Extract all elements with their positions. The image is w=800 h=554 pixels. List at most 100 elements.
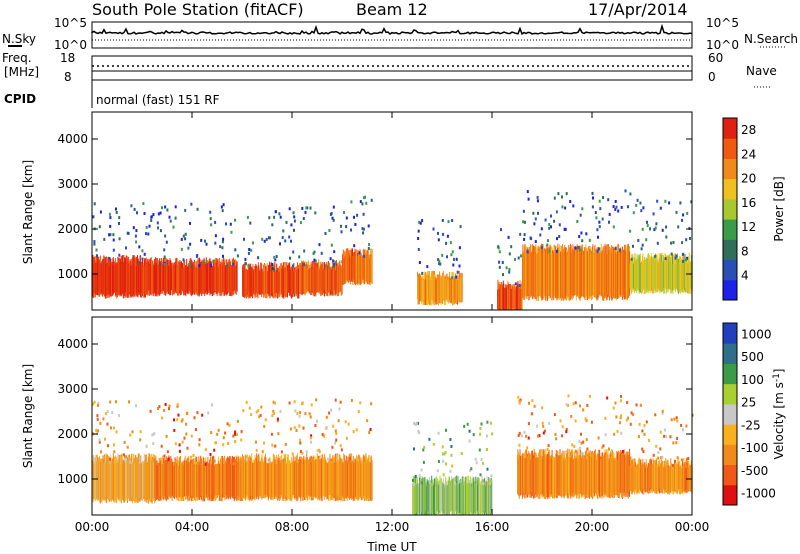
colorbar-tick-label: 12: [741, 220, 756, 234]
data-cell: [151, 433, 154, 437]
data-cell: [557, 192, 560, 196]
freq-tick-high: 18: [60, 51, 75, 65]
data-cell: [546, 447, 549, 451]
data-cell: [453, 257, 455, 261]
data-cell: [226, 264, 229, 268]
data-cell: [614, 401, 617, 405]
data-cell: [198, 443, 201, 447]
data-cell: [99, 210, 102, 214]
data-cell: [134, 234, 137, 238]
data-cell: [282, 229, 285, 233]
data-cell: [627, 205, 629, 209]
data-cell: [210, 431, 213, 435]
data-cell: [543, 429, 546, 433]
data-cell: [421, 219, 424, 223]
data-cell: [264, 418, 267, 422]
data-cell: [279, 242, 281, 246]
data-cell: [574, 401, 577, 405]
nave-tick-low: 0: [708, 70, 716, 84]
data-cell: [164, 234, 167, 238]
data-cell: [353, 215, 355, 219]
data-cell: [150, 215, 153, 219]
data-cell: [451, 250, 454, 254]
data-cell: [361, 227, 364, 231]
data-cell: [581, 207, 584, 211]
freq-panel-frame: [91, 55, 693, 81]
colorbar-segment: [723, 403, 737, 425]
power-y-axis: 1000 2000 3000 4000: [57, 132, 692, 281]
colorbar-tick-label: 20: [741, 172, 756, 186]
data-cell: [115, 211, 118, 214]
x-tick-label: 04:00: [175, 520, 210, 534]
data-cell: [190, 264, 193, 268]
data-cell: [301, 451, 304, 455]
data-cell: [284, 239, 287, 243]
data-cell: [579, 446, 581, 450]
data-cell: [285, 220, 288, 224]
data-cell: [665, 225, 668, 229]
data-cell: [574, 419, 577, 423]
data-cell: [334, 398, 337, 402]
data-cell: [659, 430, 662, 434]
data-cell: [645, 420, 648, 424]
nsky-label: N.Sky: [2, 32, 36, 46]
data-cell: [689, 237, 691, 240]
data-cell: [544, 218, 547, 222]
data-cell: [585, 438, 588, 442]
data-cell: [109, 224, 112, 228]
data-cell: [564, 227, 567, 231]
data-cell: [96, 417, 99, 421]
beam-label: Beam 12: [356, 0, 428, 19]
data-cell: [251, 241, 254, 245]
data-cell: [141, 257, 144, 261]
data-cell: [190, 202, 193, 206]
data-cell: [565, 192, 568, 196]
data-cell: [148, 224, 151, 228]
data-cell: [364, 195, 366, 199]
data-cell: [96, 414, 99, 418]
data-cell: [164, 205, 167, 209]
data-cell: [98, 438, 101, 442]
data-cell: [332, 205, 335, 209]
data-cell: [659, 447, 662, 451]
data-cell: [497, 245, 500, 249]
data-cell: [95, 428, 98, 432]
data-cell: [294, 409, 297, 413]
data-cell: [109, 216, 112, 220]
data-cell: [312, 456, 315, 460]
data-cell: [359, 200, 362, 204]
data-cell: [279, 215, 282, 219]
data-cell: [619, 399, 622, 403]
data-cell: [255, 440, 257, 444]
data-cell: [565, 403, 568, 407]
data-cell: [196, 411, 199, 415]
data-cell: [210, 263, 212, 267]
data-cell: [640, 209, 643, 213]
data-cell: [527, 422, 530, 426]
data-cell: [209, 217, 212, 221]
data-cell: [608, 212, 611, 216]
data-cell: [441, 219, 444, 222]
data-cell: [261, 450, 264, 454]
data-cell: [553, 413, 556, 417]
data-cell: [163, 248, 166, 252]
data-cell: [309, 436, 312, 440]
data-cell: [614, 247, 617, 251]
data-cell: [519, 398, 522, 402]
data-cell: [173, 418, 175, 422]
data-cell: [441, 253, 444, 257]
data-cell: [514, 257, 516, 261]
data-cell: [558, 223, 561, 227]
data-cell: [530, 412, 533, 416]
data-cell: [276, 417, 279, 421]
data-cell: [660, 456, 663, 460]
data-cell: [168, 215, 171, 219]
data-cell: [104, 437, 106, 441]
data-cell: [165, 240, 168, 244]
data-cell: [626, 401, 629, 405]
data-cell: [284, 442, 287, 446]
data-cell: [292, 250, 295, 254]
data-cell: [298, 414, 301, 418]
data-cell: [673, 417, 676, 421]
data-cell: [653, 228, 656, 232]
